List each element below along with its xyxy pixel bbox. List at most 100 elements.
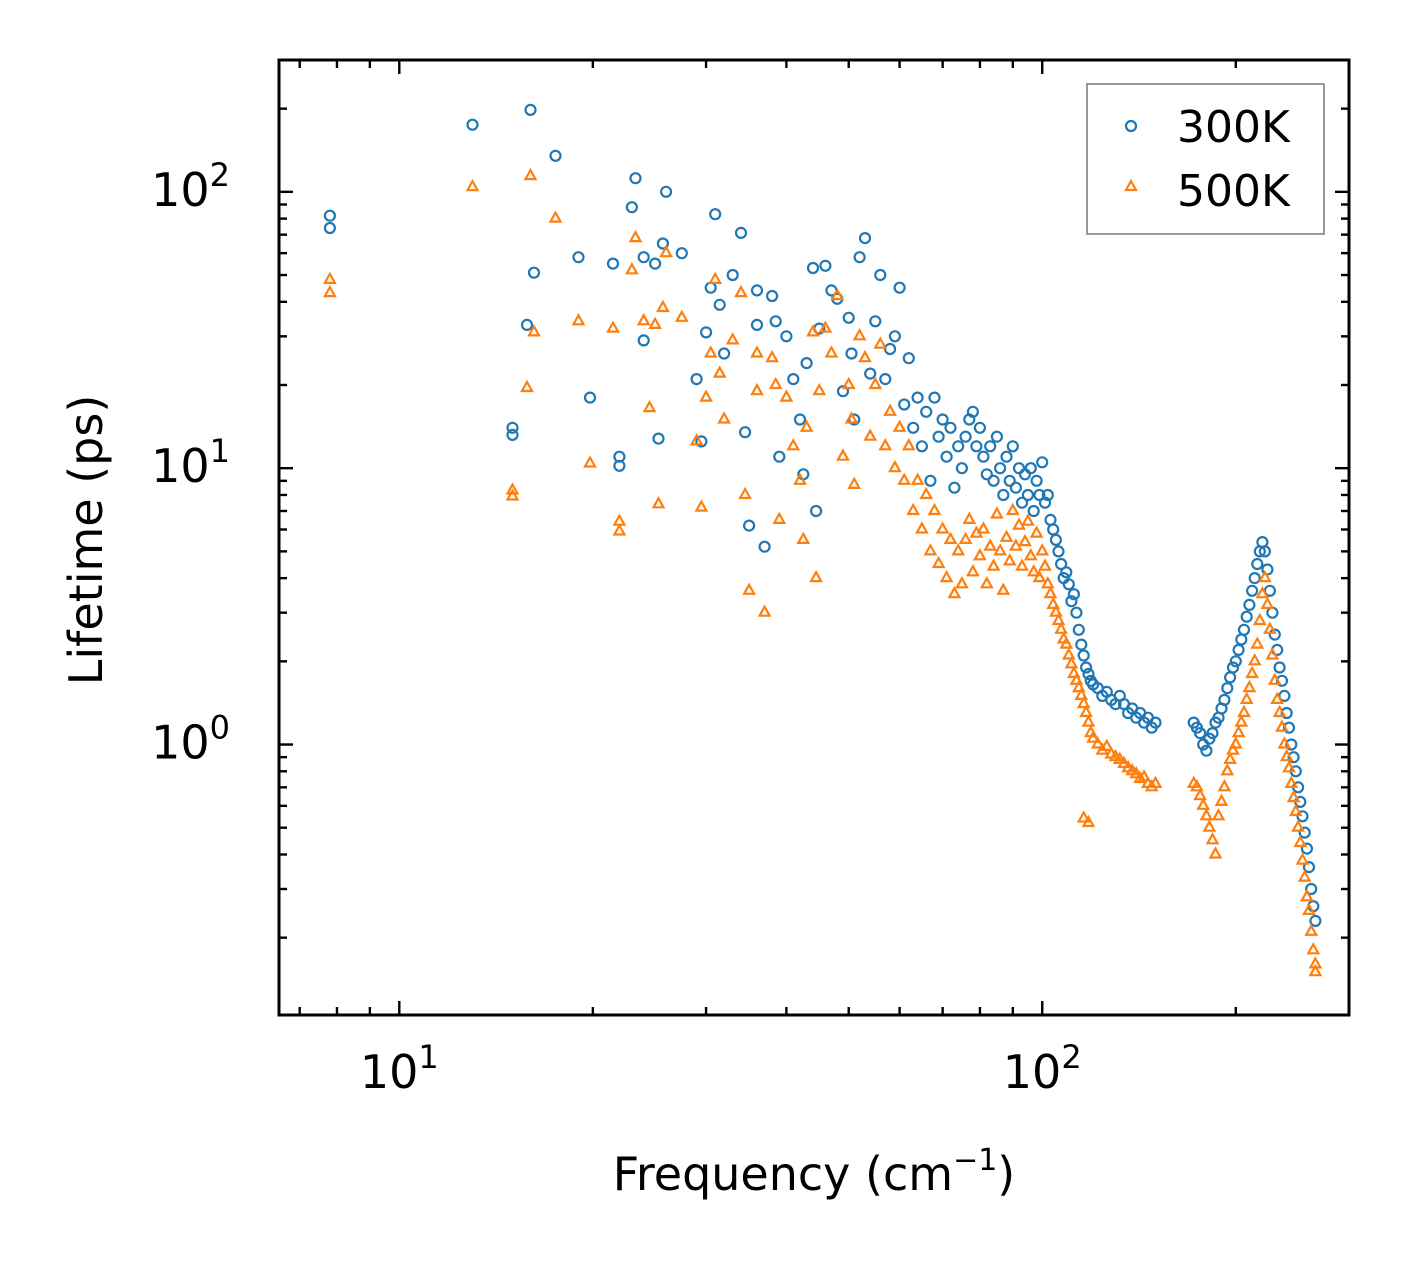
- data-point-500k: [1021, 513, 1035, 526]
- data-point-300k: [769, 315, 782, 328]
- data-point-500k: [1081, 814, 1096, 828]
- data-point-300k: [1024, 462, 1037, 475]
- data-point-500k: [1270, 691, 1285, 704]
- data-point-500k: [983, 538, 998, 551]
- legend: 300K 500K: [1086, 83, 1325, 235]
- data-point-300k: [637, 334, 650, 347]
- data-point-500k: [768, 376, 783, 390]
- data-point-300k: [1052, 545, 1065, 558]
- data-point-500k: [1032, 569, 1047, 583]
- data-point-300k: [1047, 523, 1060, 536]
- data-point-300k: [944, 421, 957, 434]
- data-point-500k: [830, 287, 845, 301]
- data-point-300k: [1302, 860, 1316, 874]
- data-point-300k: [973, 421, 987, 434]
- data-point-300k: [1218, 693, 1231, 707]
- data-point-500k: [1059, 636, 1074, 649]
- data-point-500k: [910, 472, 925, 485]
- data-point-300k: [1258, 545, 1272, 558]
- data-point-500k: [863, 428, 878, 441]
- data-point-300k: [1305, 882, 1318, 896]
- data-point-300k: [1000, 450, 1013, 463]
- data-point-500k: [642, 399, 657, 413]
- data-point-300k: [1298, 826, 1311, 839]
- data-point-500k: [1255, 585, 1270, 599]
- data-point-300k: [1229, 655, 1242, 668]
- data-point-500k: [878, 438, 893, 451]
- data-point-300k: [993, 462, 1007, 475]
- data-point-500k: [1214, 793, 1229, 806]
- data-point-500k: [1144, 779, 1159, 792]
- data-point-500k: [1035, 543, 1050, 556]
- data-point-300k: [966, 405, 980, 418]
- data-point-500k: [996, 582, 1011, 595]
- data-point-500k: [943, 531, 958, 544]
- data-point-500k: [1199, 808, 1214, 821]
- data-point-300k: [907, 421, 920, 434]
- data-point-500k: [1231, 724, 1246, 738]
- data-point-500k: [818, 320, 833, 333]
- data-point-500k: [779, 389, 794, 402]
- data-point-500k: [868, 376, 883, 390]
- data-point-300k: [1232, 643, 1245, 657]
- legend-marker-300k: [1124, 119, 1138, 133]
- data-point-300k: [1018, 468, 1032, 481]
- data-point-300k: [572, 251, 585, 264]
- data-point-500k: [1079, 704, 1093, 718]
- data-point-300k: [323, 221, 336, 235]
- data-point-500k: [844, 411, 859, 424]
- data-point-300k: [1251, 557, 1264, 571]
- data-point-500k: [1074, 687, 1089, 700]
- data-point-300k: [1243, 598, 1256, 612]
- data-point-300k: [1282, 721, 1296, 734]
- data-point-500k: [1242, 679, 1257, 693]
- data-point-500k: [1279, 748, 1294, 762]
- data-point-500k: [958, 531, 973, 544]
- data-point-300k: [806, 261, 820, 275]
- data-point-500k: [915, 521, 929, 534]
- data-point-500k: [976, 521, 991, 534]
- data-point-500k: [1067, 665, 1081, 679]
- data-point-500k: [1054, 621, 1068, 634]
- data-point-500k: [1099, 738, 1114, 751]
- data-point-300k: [524, 103, 537, 117]
- data-point-500k: [806, 324, 820, 337]
- data-point-300k: [1237, 623, 1251, 636]
- data-point-300k: [853, 251, 866, 264]
- data-point-500k: [648, 316, 662, 329]
- data-point-500k: [812, 382, 827, 396]
- data-point-500k: [1295, 852, 1310, 865]
- data-point-500k: [1040, 576, 1055, 589]
- data-point-500k: [1217, 779, 1232, 792]
- data-point-500k: [1237, 704, 1251, 718]
- data-point-300k: [952, 440, 965, 453]
- data-point-300k: [1030, 474, 1043, 487]
- data-point-500k: [725, 332, 740, 345]
- data-point-300k: [1027, 504, 1040, 518]
- data-point-500k: [841, 376, 856, 390]
- data-point-500k: [1258, 569, 1272, 583]
- y-tick-base: 10: [151, 439, 210, 493]
- data-point-500k: [1051, 612, 1066, 626]
- data-point-300k: [1060, 566, 1073, 579]
- data-point-500k: [892, 419, 907, 432]
- data-point-500k: [1306, 942, 1321, 955]
- data-point-500k: [1193, 787, 1207, 801]
- x-tick-exp: 1: [418, 1038, 438, 1076]
- legend-label-500k: 500K: [1177, 166, 1291, 217]
- data-point-300k: [675, 247, 688, 260]
- data-point-300k: [1067, 588, 1081, 601]
- data-point-500k: [1288, 803, 1303, 817]
- data-point-300k: [758, 540, 771, 553]
- data-point-500k: [858, 349, 872, 363]
- data-point-500k: [1002, 553, 1017, 566]
- data-point-500k: [1196, 797, 1211, 810]
- y-tick-base: 10: [151, 163, 210, 217]
- data-point-500k: [1211, 808, 1226, 821]
- data-point-500k: [1015, 558, 1029, 571]
- data-point-500k: [799, 419, 814, 432]
- data-point-500k: [674, 309, 689, 322]
- data-point-300k: [1235, 633, 1248, 646]
- data-point-500k: [986, 558, 1001, 571]
